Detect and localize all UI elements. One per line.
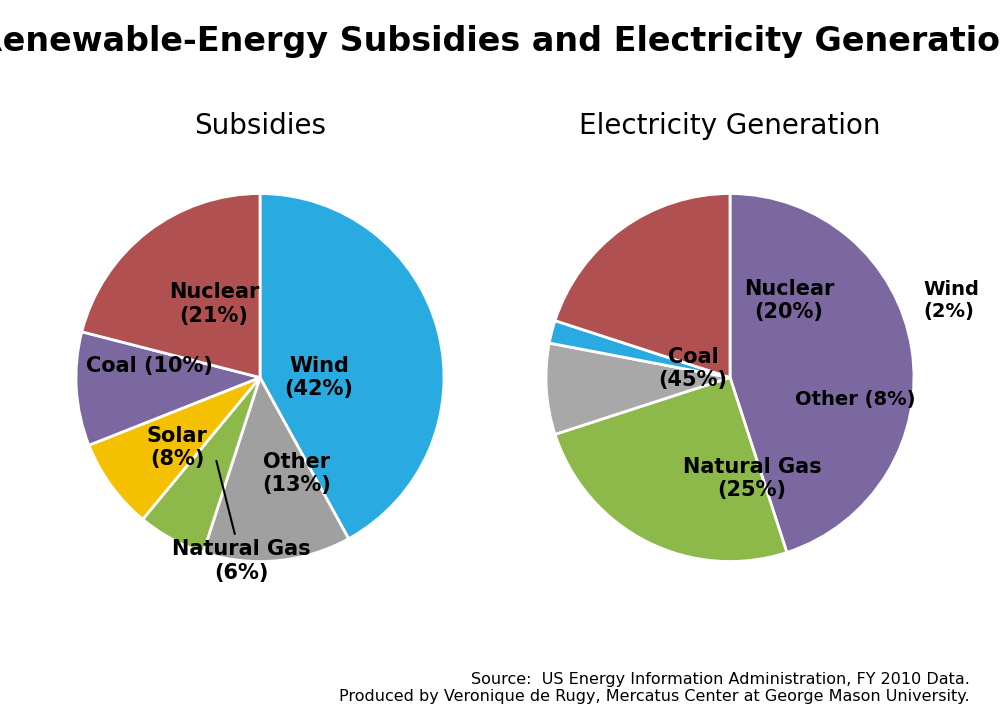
Text: Source:  US Energy Information Administration, FY 2010 Data.
Produced by Veroniq: Source: US Energy Information Administra… bbox=[339, 672, 970, 704]
Text: Coal (10%): Coal (10%) bbox=[86, 356, 213, 377]
Text: Nuclear
(21%): Nuclear (21%) bbox=[169, 282, 259, 325]
Wedge shape bbox=[260, 194, 444, 539]
Wedge shape bbox=[82, 194, 260, 378]
Text: Solar
(8%): Solar (8%) bbox=[147, 426, 208, 469]
Text: Wind
(42%): Wind (42%) bbox=[284, 356, 353, 399]
Text: Renewable-Energy Subsidies and Electricity Generation: Renewable-Energy Subsidies and Electrici… bbox=[0, 25, 1000, 58]
Text: Wind
(2%): Wind (2%) bbox=[923, 280, 979, 321]
Text: Coal
(45%): Coal (45%) bbox=[659, 347, 728, 390]
Wedge shape bbox=[203, 378, 349, 561]
Text: Natural Gas
(6%): Natural Gas (6%) bbox=[172, 461, 311, 583]
Text: Natural Gas
(25%): Natural Gas (25%) bbox=[683, 457, 821, 500]
Title: Subsidies: Subsidies bbox=[194, 112, 326, 139]
Wedge shape bbox=[89, 378, 260, 519]
Text: Other
(13%): Other (13%) bbox=[262, 452, 331, 495]
Wedge shape bbox=[76, 332, 260, 445]
Wedge shape bbox=[555, 194, 730, 378]
Title: Electricity Generation: Electricity Generation bbox=[579, 112, 881, 139]
Wedge shape bbox=[546, 343, 730, 434]
Text: Nuclear
(20%): Nuclear (20%) bbox=[744, 279, 834, 322]
Wedge shape bbox=[555, 378, 787, 561]
Wedge shape bbox=[143, 378, 260, 552]
Text: Other (8%): Other (8%) bbox=[795, 390, 915, 409]
Wedge shape bbox=[730, 194, 914, 552]
Wedge shape bbox=[549, 321, 730, 378]
